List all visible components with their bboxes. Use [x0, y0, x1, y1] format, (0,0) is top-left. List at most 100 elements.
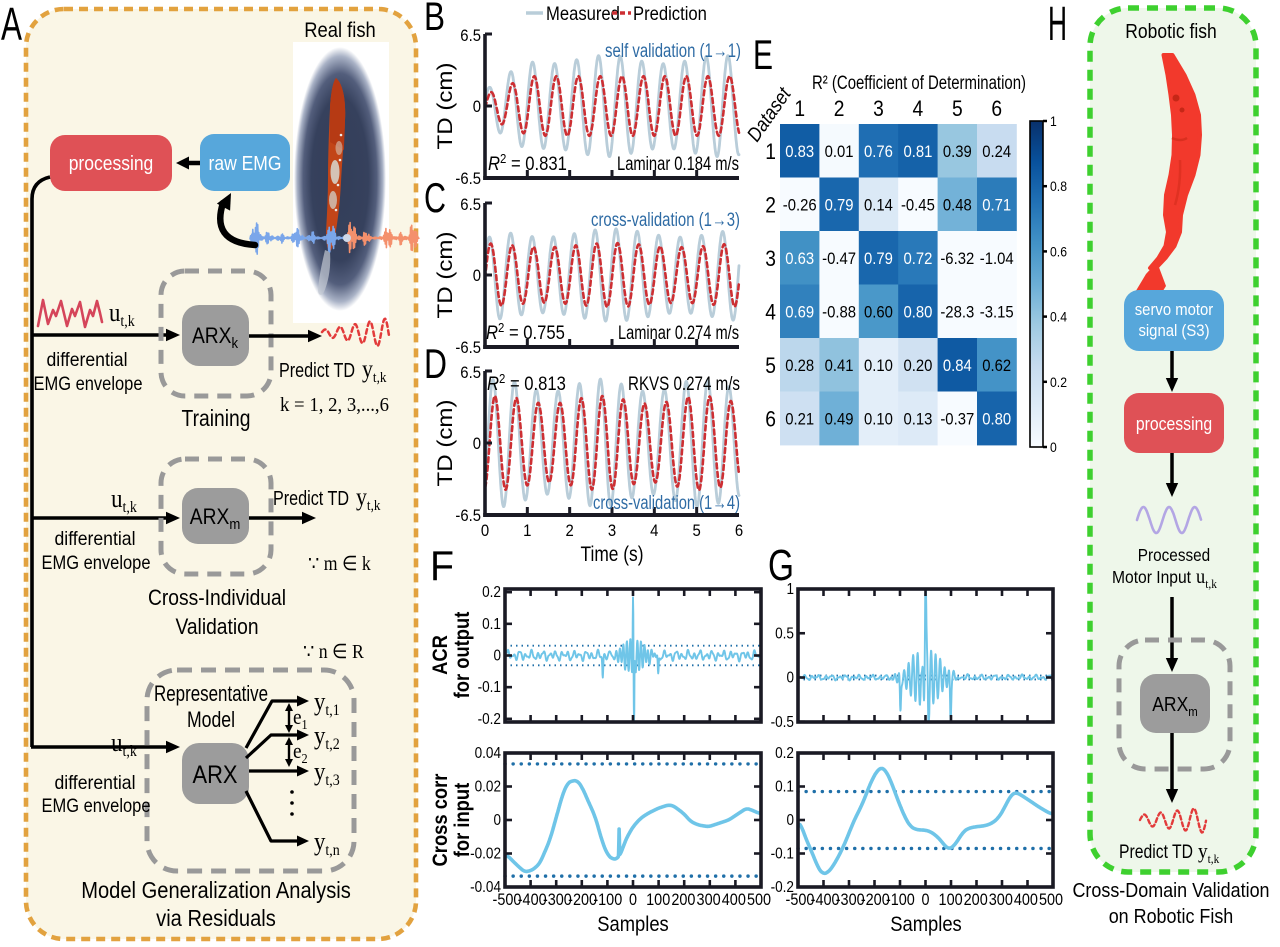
svg-text:6.5: 6.5	[460, 26, 481, 45]
svg-text:0.63: 0.63	[785, 249, 814, 268]
svg-text:4: 4	[913, 96, 924, 121]
svg-text:-0.5: -0.5	[771, 714, 794, 731]
svg-text:1: 1	[523, 521, 531, 540]
svg-text:-0.45: -0.45	[901, 195, 935, 214]
svg-text:-6.5: -6.5	[455, 506, 481, 525]
svg-text:2: 2	[765, 192, 776, 217]
svg-text:TD (cm): TD (cm)	[434, 400, 457, 487]
svg-text:0.84: 0.84	[943, 356, 972, 375]
svg-text:0: 0	[481, 521, 489, 540]
svg-text:for input: for input	[451, 783, 474, 858]
svg-text:ARXk: ARXk	[192, 323, 239, 352]
svg-text:servo motor: servo motor	[1135, 300, 1214, 319]
svg-text:R2 = 0.831: R2 = 0.831	[488, 151, 567, 175]
svg-text:ACR: ACR	[429, 635, 452, 675]
svg-text:0: 0	[922, 891, 930, 909]
svg-text:0.76: 0.76	[864, 142, 893, 161]
svg-text:6: 6	[765, 406, 776, 431]
svg-text:0.24: 0.24	[982, 142, 1011, 161]
svg-text:0.81: 0.81	[903, 142, 932, 161]
svg-text:0.48: 0.48	[943, 195, 972, 214]
svg-text:∵ m ∈ k: ∵ m ∈ k	[308, 553, 371, 575]
svg-text:0.83: 0.83	[785, 142, 814, 161]
svg-text:Predict TD: Predict TD	[1119, 842, 1193, 863]
svg-text:300: 300	[697, 891, 721, 909]
svg-text:1: 1	[787, 581, 795, 598]
svg-text:6: 6	[735, 521, 743, 540]
svg-text:-0.26: -0.26	[783, 195, 817, 214]
svg-text:0.62: 0.62	[982, 356, 1011, 375]
svg-text:0.80: 0.80	[982, 409, 1011, 428]
svg-text:0.20: 0.20	[903, 356, 932, 375]
svg-text:Representative: Representative	[154, 681, 268, 706]
svg-text:2: 2	[834, 96, 845, 121]
svg-text:1: 1	[1050, 113, 1057, 129]
svg-text:0.60: 0.60	[864, 302, 893, 321]
svg-text:500: 500	[1039, 891, 1063, 909]
svg-text:Motor Input: Motor Input	[1112, 567, 1191, 587]
svg-text:0.21: 0.21	[785, 409, 814, 428]
svg-text:0.2: 0.2	[482, 584, 501, 601]
svg-text:400: 400	[722, 891, 746, 909]
svg-text:via Residuals: via Residuals	[156, 905, 276, 931]
svg-text:TD (cm): TD (cm)	[434, 232, 457, 319]
svg-text:C: C	[424, 174, 446, 221]
svg-text:0: 0	[473, 434, 481, 453]
svg-text:-300: -300	[543, 891, 572, 909]
svg-text:-0.47: -0.47	[822, 249, 856, 268]
svg-text:processing: processing	[1136, 414, 1212, 434]
svg-text:5: 5	[765, 353, 776, 378]
svg-text:0.1: 0.1	[482, 616, 501, 633]
svg-text:differential: differential	[47, 349, 128, 371]
svg-text:ARX: ARX	[193, 761, 238, 789]
svg-text:0.1: 0.1	[775, 779, 794, 796]
svg-text:4: 4	[650, 521, 658, 540]
svg-text:5: 5	[952, 96, 963, 121]
svg-text:0: 0	[473, 266, 481, 285]
svg-text:Predict TD: Predict TD	[273, 488, 349, 510]
svg-text:-200: -200	[568, 891, 597, 909]
svg-text:0.6: 0.6	[1050, 243, 1067, 259]
svg-text:0.2: 0.2	[1050, 374, 1067, 390]
svg-text:-200: -200	[861, 891, 890, 909]
svg-text:B: B	[424, 0, 445, 39]
svg-text:signal (S3): signal (S3)	[1138, 321, 1209, 340]
svg-text:G: G	[768, 541, 794, 590]
svg-text:-3.15: -3.15	[980, 302, 1014, 321]
svg-text:Model: Model	[187, 707, 235, 732]
svg-text:0.10: 0.10	[864, 356, 893, 375]
svg-text:0.04: 0.04	[475, 745, 502, 762]
svg-text:Processed: Processed	[1138, 545, 1210, 565]
svg-text:-6.5: -6.5	[455, 338, 481, 357]
svg-text:6.5: 6.5	[460, 363, 481, 382]
svg-text:F: F	[430, 542, 454, 589]
svg-text:Time (s): Time (s)	[581, 543, 644, 566]
svg-text:0.49: 0.49	[825, 409, 854, 428]
svg-text:0: 0	[1050, 439, 1057, 455]
svg-text:A: A	[1, 0, 22, 50]
svg-text:on Robotic Fish: on Robotic Fish	[1109, 905, 1234, 928]
svg-text:0.2: 0.2	[775, 745, 794, 762]
svg-text:-100: -100	[593, 891, 622, 909]
svg-text:2: 2	[566, 521, 574, 540]
svg-text:-1.04: -1.04	[980, 249, 1014, 268]
svg-text:EMG envelope: EMG envelope	[34, 373, 143, 395]
svg-text:self validation (1→1): self validation (1→1)	[605, 41, 741, 62]
svg-text:0.80: 0.80	[903, 302, 932, 321]
svg-text:0.28: 0.28	[785, 356, 814, 375]
svg-text:processing: processing	[69, 153, 154, 175]
svg-text:-400: -400	[518, 891, 547, 909]
svg-text:0.02: 0.02	[475, 779, 501, 796]
svg-text:Laminar 0.274 m/s: Laminar 0.274 m/s	[618, 323, 739, 344]
svg-text:Robotic fish: Robotic fish	[1125, 21, 1216, 43]
svg-text:for output: for output	[451, 612, 474, 699]
svg-text:-0.1: -0.1	[771, 846, 794, 863]
svg-text:TD (cm): TD (cm)	[434, 63, 457, 150]
svg-text:Model Generalization Analysis: Model Generalization Analysis	[81, 877, 351, 903]
svg-text:R² (Coefficient of Determinati: R² (Coefficient of Determination)	[812, 73, 1026, 94]
svg-text:Samples: Samples	[597, 913, 669, 936]
svg-text:Training: Training	[182, 405, 251, 431]
svg-text:0.14: 0.14	[864, 195, 893, 214]
svg-text:-0.2: -0.2	[771, 879, 794, 896]
svg-text:Real fish: Real fish	[304, 19, 376, 42]
